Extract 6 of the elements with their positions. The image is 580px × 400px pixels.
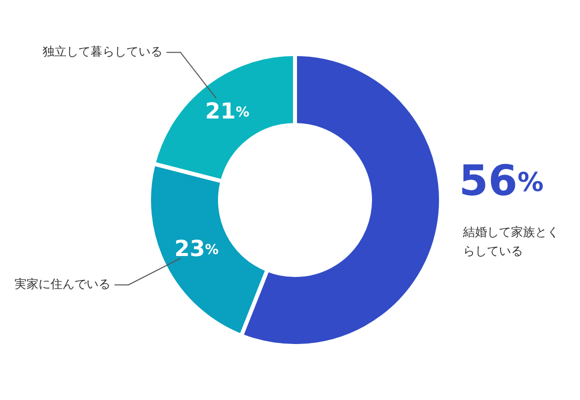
slice-label: 結婚して家族とくらしている [462, 225, 559, 258]
data-label: 23% [174, 237, 220, 262]
slice-label: 実家に住んでいる [14, 277, 110, 292]
data-label: 21% [205, 100, 250, 125]
slice-label: 独立して暮らしている [42, 44, 162, 59]
data-label: 56% [459, 156, 544, 206]
